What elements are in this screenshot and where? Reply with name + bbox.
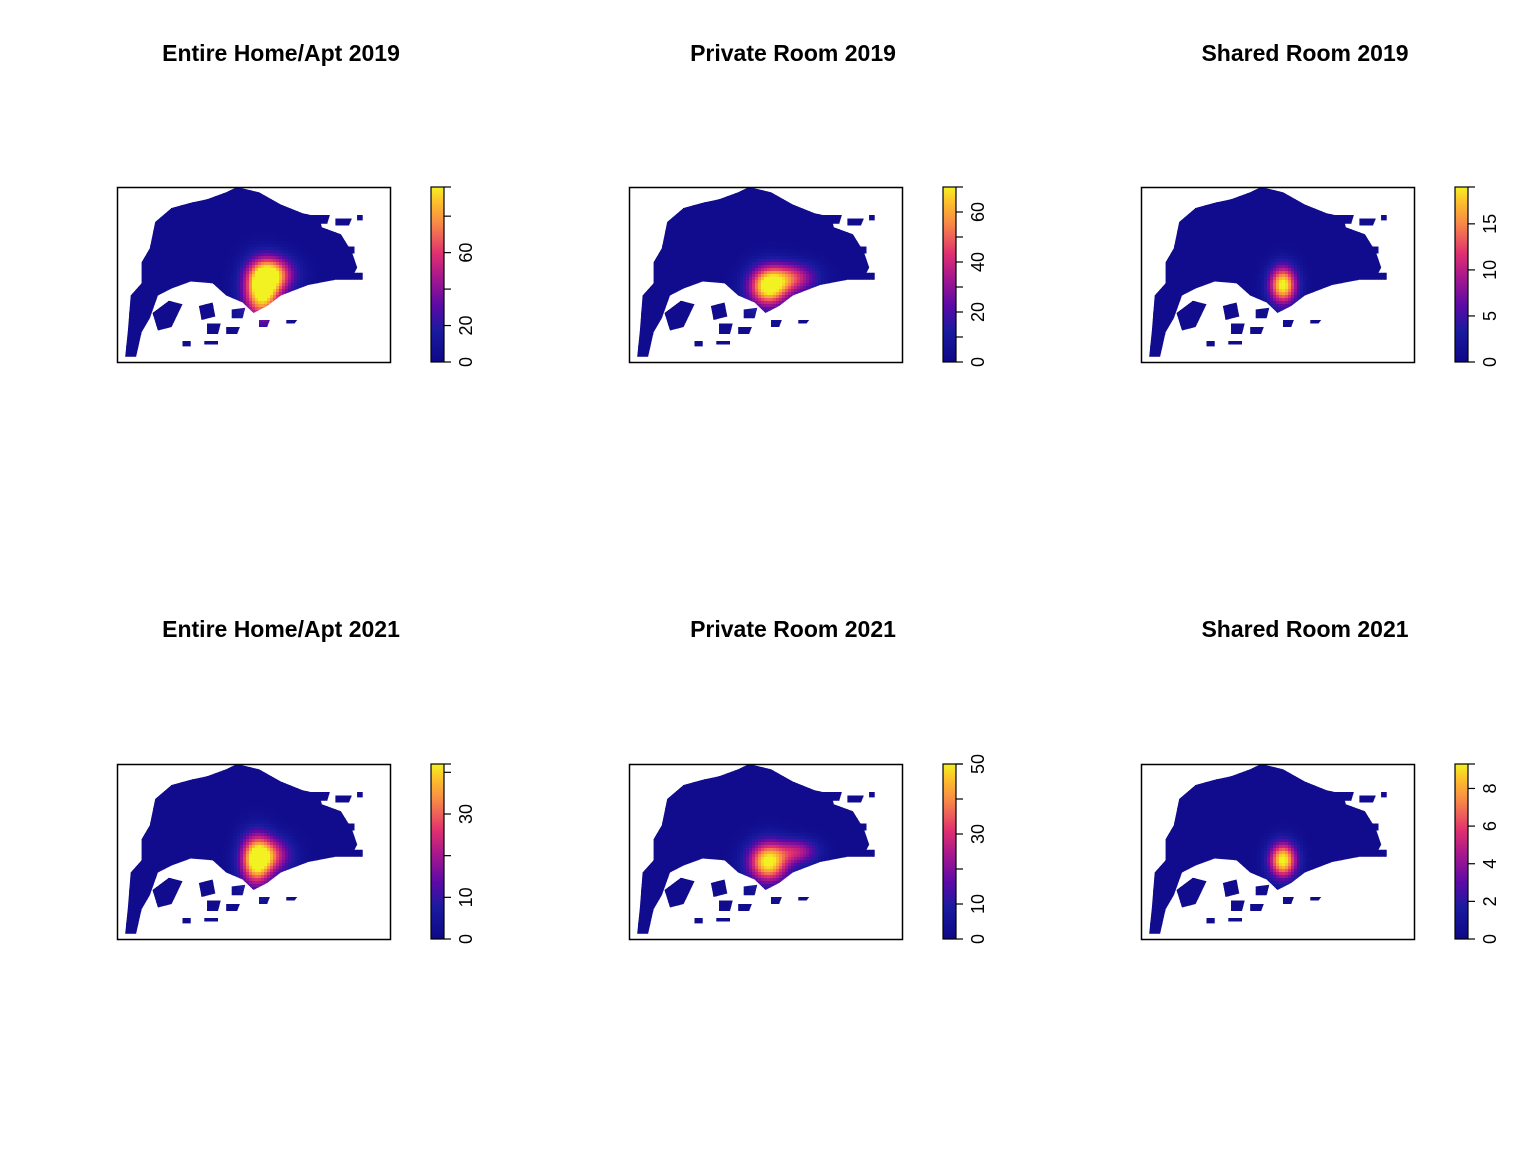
density-raster-0: [125, 187, 363, 357]
legend-tick-label-5-2: 2: [1480, 896, 1500, 906]
legend-tick-label-4-50: 50: [968, 754, 988, 774]
legend-tick-label-2-15: 15: [1480, 214, 1500, 234]
legend-tick-label-3-30: 30: [456, 804, 476, 824]
plot-frame-1: [628, 186, 904, 364]
legend-colorbar-4: [942, 763, 957, 940]
legend-tick-label-4-30: 30: [968, 824, 988, 844]
panel-1: 0 20 40 60: [628, 186, 988, 367]
plot-frame-2: [1140, 186, 1416, 364]
legend-tick-label-3-0: 0: [456, 934, 476, 944]
legend-colorbar-5: [1454, 763, 1469, 940]
legend-tick-label-5-4: 4: [1480, 859, 1500, 869]
legend-tick-label-4-10: 10: [968, 894, 988, 914]
panel-4: 0 10 30 50: [628, 754, 988, 944]
legend-tick-label-1-60: 60: [968, 202, 988, 222]
panel-title-0: Entire Home/Apt 2019: [162, 40, 400, 67]
legend-tick-label-4-0: 0: [968, 934, 988, 944]
legend-tick-label-0-60: 60: [456, 243, 476, 263]
legend-tick-label-1-0: 0: [968, 357, 988, 367]
density-raster-4: [637, 764, 875, 934]
density-raster-2: [1149, 187, 1387, 357]
legend-tick-label-5-0: 0: [1480, 934, 1500, 944]
plot-frame-0: [116, 186, 392, 364]
legend-colorbar-1: [942, 186, 957, 363]
panel-title-3: Entire Home/Apt 2021: [162, 616, 400, 643]
legend-tick-label-0-20: 20: [456, 316, 476, 336]
panel-5: 0 2 4 6 8: [1140, 763, 1500, 944]
legend-tick-label-5-8: 8: [1480, 783, 1500, 793]
density-raster-3: [125, 764, 363, 934]
legend-colorbar-2: [1454, 186, 1469, 363]
panel-title-4: Private Room 2021: [690, 616, 896, 643]
legend-tick-label-2-0: 0: [1480, 357, 1500, 367]
legend-tick-label-1-40: 40: [968, 252, 988, 272]
panel-title-5: Shared Room 2021: [1201, 616, 1408, 643]
legend-colorbar-0: [430, 186, 445, 363]
panel-3: 0 10 30: [116, 763, 476, 944]
panel-title-1: Private Room 2019: [690, 40, 896, 67]
legend-tick-label-3-10: 10: [456, 887, 476, 907]
panel-2: 0 5 10 15: [1140, 186, 1500, 367]
legend-colorbar-3: [430, 763, 445, 940]
legend-tick-label-1-20: 20: [968, 302, 988, 322]
density-raster-1: [637, 187, 875, 357]
panel-title-2: Shared Room 2019: [1201, 40, 1408, 67]
legend-tick-label-5-6: 6: [1480, 821, 1500, 831]
plot-frame-5: [1140, 763, 1416, 941]
legend-tick-label-2-10: 10: [1480, 260, 1500, 280]
plot-frame-4: [628, 763, 904, 941]
plot-frame-3: [116, 763, 392, 941]
density-raster-5: [1149, 764, 1387, 934]
legend-tick-label-2-5: 5: [1480, 311, 1500, 321]
panel-0: 0 20 60: [116, 186, 476, 367]
legend-tick-label-0-0: 0: [456, 357, 476, 367]
